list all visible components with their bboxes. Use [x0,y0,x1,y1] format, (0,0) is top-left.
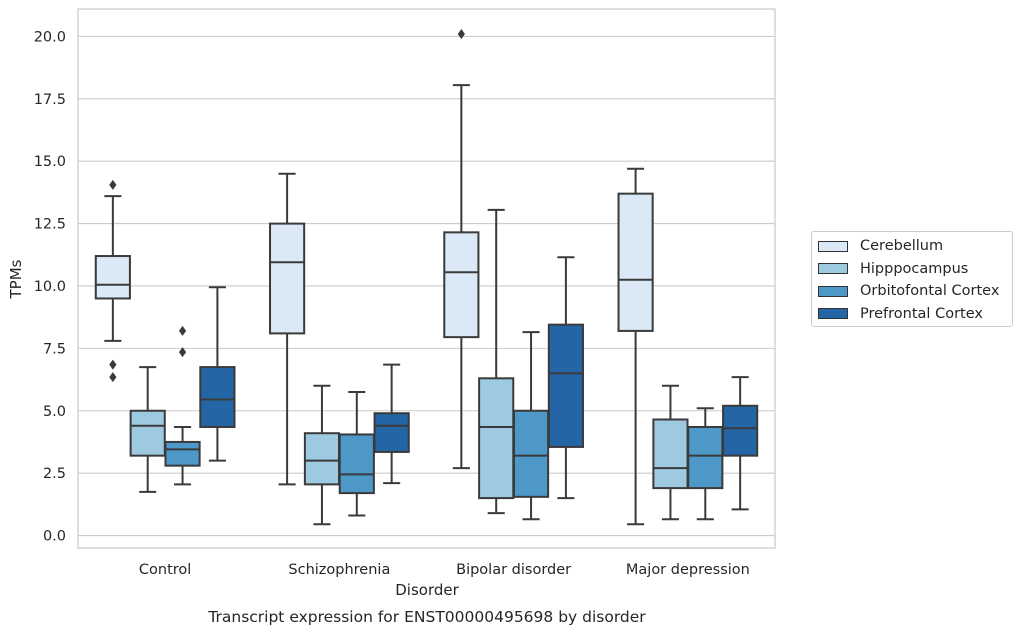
legend-item: Cerebellum [818,237,943,255]
box-cerebellum [269,172,306,486]
legend-swatch [818,308,848,319]
legend-swatch [818,240,848,252]
box-orbitofontal-cortex [512,331,550,521]
x-tick-label: Control [139,562,191,578]
iqr-box [617,192,654,332]
box-cerebellum [617,167,654,526]
box-hipppocampus [303,384,341,526]
iqr-box [722,404,759,457]
box-orbitofontal-cortex [164,325,201,486]
box-prefrontal-cortex [722,376,759,511]
outlier-point [109,179,117,190]
outlier-point [457,28,465,39]
box-hipppocampus [478,208,515,515]
y-tick-label: 7.5 [43,341,66,357]
iqr-box [94,255,131,300]
x-tick-label: Bipolar disorder [456,562,571,578]
iqr-box [338,433,375,495]
outlier-point [178,347,187,358]
iqr-box [547,323,584,448]
outlier-point [109,359,117,370]
iqr-box [199,366,236,428]
x-tick-label: Major depression [626,562,750,578]
legend-label: Cerebellum [860,238,944,254]
box-prefrontal-cortex [547,256,584,500]
legend: Cerebellum Hipppocampus Orbitofontal Corte… [811,231,1013,327]
legend-item: Orbitofontal Cortex [818,282,999,300]
legend-label: Hipppocampus [860,260,969,277]
x-tick-label: Schizophrenia [288,562,390,578]
y-tick-label: 17.5 [34,92,66,108]
y-tick-label: 12.5 [34,217,66,233]
legend-swatch [818,263,848,274]
y-tick-label: 2.5 [43,466,66,482]
legend-label: Prefrontal Cortex [860,305,983,322]
legend-label: Orbitofontal Cortex [860,283,1000,299]
legend-item: Hipppocampus [818,260,968,278]
box-prefrontal-cortex [373,363,410,485]
y-tick-label: 0.0 [43,529,66,545]
iqr-box [687,425,724,490]
outlier-point [109,372,117,383]
plot-frame [77,8,776,549]
iqr-box [478,377,515,500]
box-orbitofontal-cortex [687,407,724,521]
box-hipppocampus [652,384,689,521]
iqr-box [652,418,689,490]
axis-layer: 0.0 2.5 5.0 7.5 10.0 12.5 15.0 17.5 20.0 Control S… [34,8,776,578]
grid-layer [78,35,775,537]
iqr-box [373,412,410,453]
box-cerebellum [443,28,480,470]
iqr-box [303,432,341,486]
outlier-point [178,325,187,336]
x-axis-label: Disorder [395,581,459,599]
iqr-box [269,222,306,335]
y-tick-label: 20.0 [34,29,66,45]
y-axis-label: TPMs [7,259,25,299]
legend-item: Prefrontal Cortex [818,305,983,323]
box-prefrontal-cortex [199,286,236,462]
iqr-box [164,440,201,467]
iqr-box [129,409,166,457]
chart-caption: Transcript expression for ENST0000049569… [207,608,646,626]
box-orbitofontal-cortex [338,391,375,517]
box-cerebellum [94,179,131,383]
boxes-layer [94,28,759,526]
legend-swatch [818,285,848,297]
y-tick-label: 5.0 [43,404,66,420]
iqr-box [512,409,550,498]
y-tick-label: 15.0 [34,154,66,170]
iqr-box [443,231,480,339]
y-tick-label: 10.0 [34,279,66,295]
box-hipppocampus [129,366,166,493]
